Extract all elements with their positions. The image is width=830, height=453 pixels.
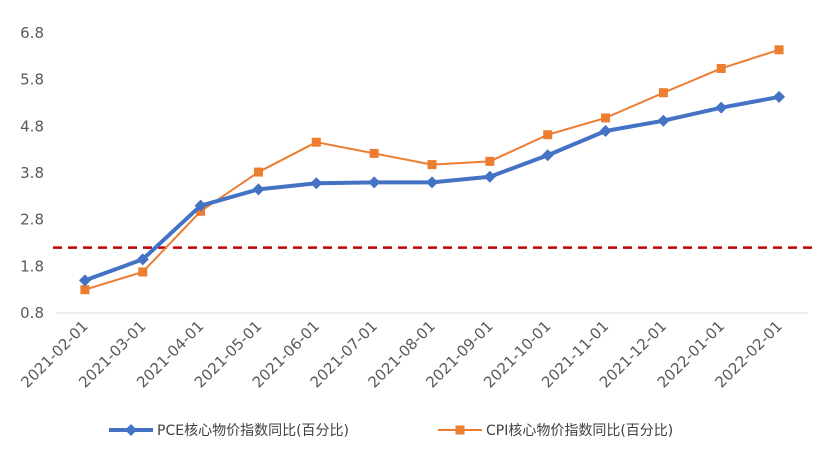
y-axis: 0.8 1.8 2.8 3.8 4.8 5.8 6.8 bbox=[20, 24, 44, 322]
data-point bbox=[136, 253, 149, 266]
y-tick-label: 1.8 bbox=[20, 257, 44, 275]
data-point bbox=[657, 114, 670, 127]
data-point bbox=[543, 130, 553, 140]
data-point bbox=[369, 148, 379, 158]
data-point bbox=[715, 101, 728, 114]
data-point bbox=[253, 167, 263, 177]
data-point bbox=[80, 285, 90, 295]
legend-marker bbox=[455, 425, 465, 435]
data-point bbox=[773, 90, 786, 103]
data-point bbox=[601, 113, 611, 123]
y-tick-label: 4.8 bbox=[20, 117, 44, 135]
data-point bbox=[138, 267, 148, 277]
data-point bbox=[599, 125, 612, 137]
data-point bbox=[716, 63, 726, 73]
data-point bbox=[658, 88, 668, 98]
series-cpi bbox=[80, 45, 784, 295]
data-point bbox=[485, 156, 495, 166]
legend: PCE核心物价指数同比(百分比) CPI核心物价指数同比(百分比) bbox=[109, 423, 673, 439]
data-point bbox=[311, 137, 321, 147]
y-tick-label: 5.8 bbox=[20, 71, 44, 89]
data-point bbox=[194, 199, 207, 212]
series-line bbox=[84, 48, 780, 291]
y-tick-label: 2.8 bbox=[20, 211, 44, 229]
legend-item: CPI核心物价指数同比(百分比) bbox=[438, 423, 673, 439]
legend-label: CPI核心物价指数同比(百分比) bbox=[486, 423, 673, 439]
data-point bbox=[774, 45, 784, 55]
legend-item: PCE核心物价指数同比(百分比) bbox=[109, 423, 349, 439]
legend-marker bbox=[125, 424, 137, 436]
data-point bbox=[483, 170, 496, 183]
legend-label: PCE核心物价指数同比(百分比) bbox=[157, 423, 349, 439]
x-axis: 2021-02-012021-03-012021-04-012021-05-01… bbox=[17, 312, 808, 391]
data-point bbox=[541, 149, 554, 162]
data-point bbox=[78, 274, 91, 287]
series-pce bbox=[78, 90, 786, 287]
data-point bbox=[310, 177, 323, 190]
data-point bbox=[427, 160, 437, 170]
data-point bbox=[252, 183, 265, 196]
y-tick-label: 6.8 bbox=[20, 24, 44, 42]
data-point bbox=[426, 176, 438, 189]
y-tick-label: 3.8 bbox=[20, 164, 44, 182]
series-group bbox=[78, 45, 786, 295]
data-point bbox=[368, 176, 381, 189]
y-tick-label: 0.8 bbox=[20, 304, 44, 322]
series-line bbox=[84, 94, 780, 283]
